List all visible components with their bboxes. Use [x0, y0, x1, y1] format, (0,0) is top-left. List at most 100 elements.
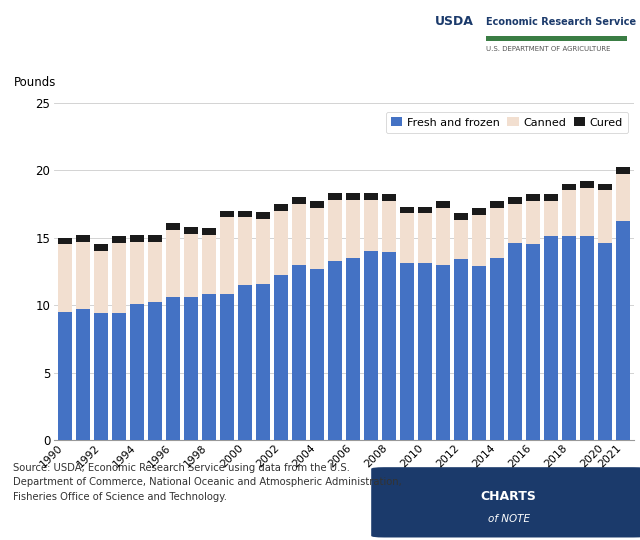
Bar: [526, 244, 540, 440]
Bar: [580, 237, 594, 440]
Bar: [598, 243, 612, 440]
Bar: [454, 220, 468, 259]
Bar: [490, 208, 504, 258]
Bar: [580, 188, 594, 237]
Bar: [238, 211, 252, 217]
Bar: [418, 207, 432, 213]
Bar: [616, 221, 630, 440]
Bar: [202, 294, 216, 440]
Bar: [472, 208, 486, 215]
Bar: [544, 194, 558, 201]
Bar: [544, 237, 558, 440]
Bar: [238, 285, 252, 440]
Bar: [112, 313, 126, 440]
Bar: [382, 201, 396, 253]
Bar: [76, 242, 90, 309]
Bar: [94, 244, 108, 251]
Bar: [112, 237, 126, 243]
Bar: [76, 235, 90, 242]
Bar: [346, 258, 360, 440]
Bar: [274, 275, 288, 440]
Bar: [220, 217, 234, 294]
Bar: [58, 238, 72, 244]
Bar: [418, 264, 432, 440]
Bar: [562, 184, 576, 191]
Bar: [616, 167, 630, 174]
Bar: [256, 219, 270, 284]
Bar: [328, 193, 342, 200]
Bar: [598, 191, 612, 243]
Bar: [328, 261, 342, 440]
Bar: [472, 215, 486, 266]
Bar: [130, 235, 144, 242]
Bar: [616, 174, 630, 221]
Legend: Fresh and frozen, Canned, Cured: Fresh and frozen, Canned, Cured: [386, 112, 628, 133]
Bar: [508, 197, 522, 204]
Bar: [148, 302, 162, 440]
FancyBboxPatch shape: [301, 0, 640, 86]
Bar: [292, 197, 306, 204]
Text: USDA: USDA: [435, 16, 474, 29]
Bar: [526, 201, 540, 244]
Bar: [400, 264, 414, 440]
Bar: [274, 204, 288, 211]
Text: of NOTE: of NOTE: [488, 514, 530, 524]
Bar: [58, 244, 72, 312]
Bar: [490, 258, 504, 440]
Bar: [364, 200, 378, 251]
Bar: [598, 184, 612, 191]
Bar: [346, 200, 360, 258]
Bar: [130, 303, 144, 440]
Text: Economic Research Service: Economic Research Service: [486, 17, 637, 27]
Bar: [202, 228, 216, 235]
Bar: [256, 284, 270, 440]
FancyBboxPatch shape: [486, 36, 627, 40]
Bar: [346, 193, 360, 200]
Bar: [184, 234, 198, 297]
Bar: [436, 265, 450, 440]
Text: U.S. per capita consumption of seafood
products, 1990–2021: U.S. per capita consumption of seafood p…: [13, 19, 339, 56]
Bar: [544, 201, 558, 237]
Text: Source: USDA, Economic Research Service using data from the U.S.
Department of C: Source: USDA, Economic Research Service …: [13, 463, 401, 502]
Bar: [94, 251, 108, 313]
Bar: [508, 243, 522, 440]
Bar: [454, 259, 468, 440]
Bar: [436, 208, 450, 265]
Bar: [382, 194, 396, 201]
Bar: [112, 243, 126, 313]
Bar: [382, 253, 396, 440]
Bar: [580, 181, 594, 188]
Bar: [58, 312, 72, 440]
Bar: [166, 223, 180, 230]
Bar: [364, 193, 378, 200]
Text: U.S. DEPARTMENT OF AGRICULTURE: U.S. DEPARTMENT OF AGRICULTURE: [486, 45, 611, 51]
Bar: [148, 235, 162, 242]
Bar: [418, 213, 432, 264]
Bar: [400, 207, 414, 213]
Bar: [310, 201, 324, 208]
Bar: [238, 217, 252, 285]
Text: Pounds: Pounds: [14, 76, 56, 89]
Bar: [562, 237, 576, 440]
Bar: [508, 204, 522, 243]
Bar: [76, 309, 90, 440]
Bar: [400, 213, 414, 264]
Text: CHARTS: CHARTS: [481, 490, 537, 503]
Bar: [166, 297, 180, 440]
Bar: [256, 212, 270, 219]
Bar: [148, 242, 162, 302]
Bar: [310, 208, 324, 269]
Bar: [274, 211, 288, 275]
Bar: [292, 204, 306, 265]
Bar: [526, 194, 540, 201]
Bar: [436, 201, 450, 208]
Bar: [310, 269, 324, 440]
Bar: [472, 266, 486, 440]
Bar: [562, 191, 576, 237]
Bar: [220, 211, 234, 217]
Bar: [454, 213, 468, 220]
Bar: [364, 251, 378, 440]
Bar: [202, 235, 216, 294]
Bar: [292, 265, 306, 440]
Bar: [130, 242, 144, 303]
